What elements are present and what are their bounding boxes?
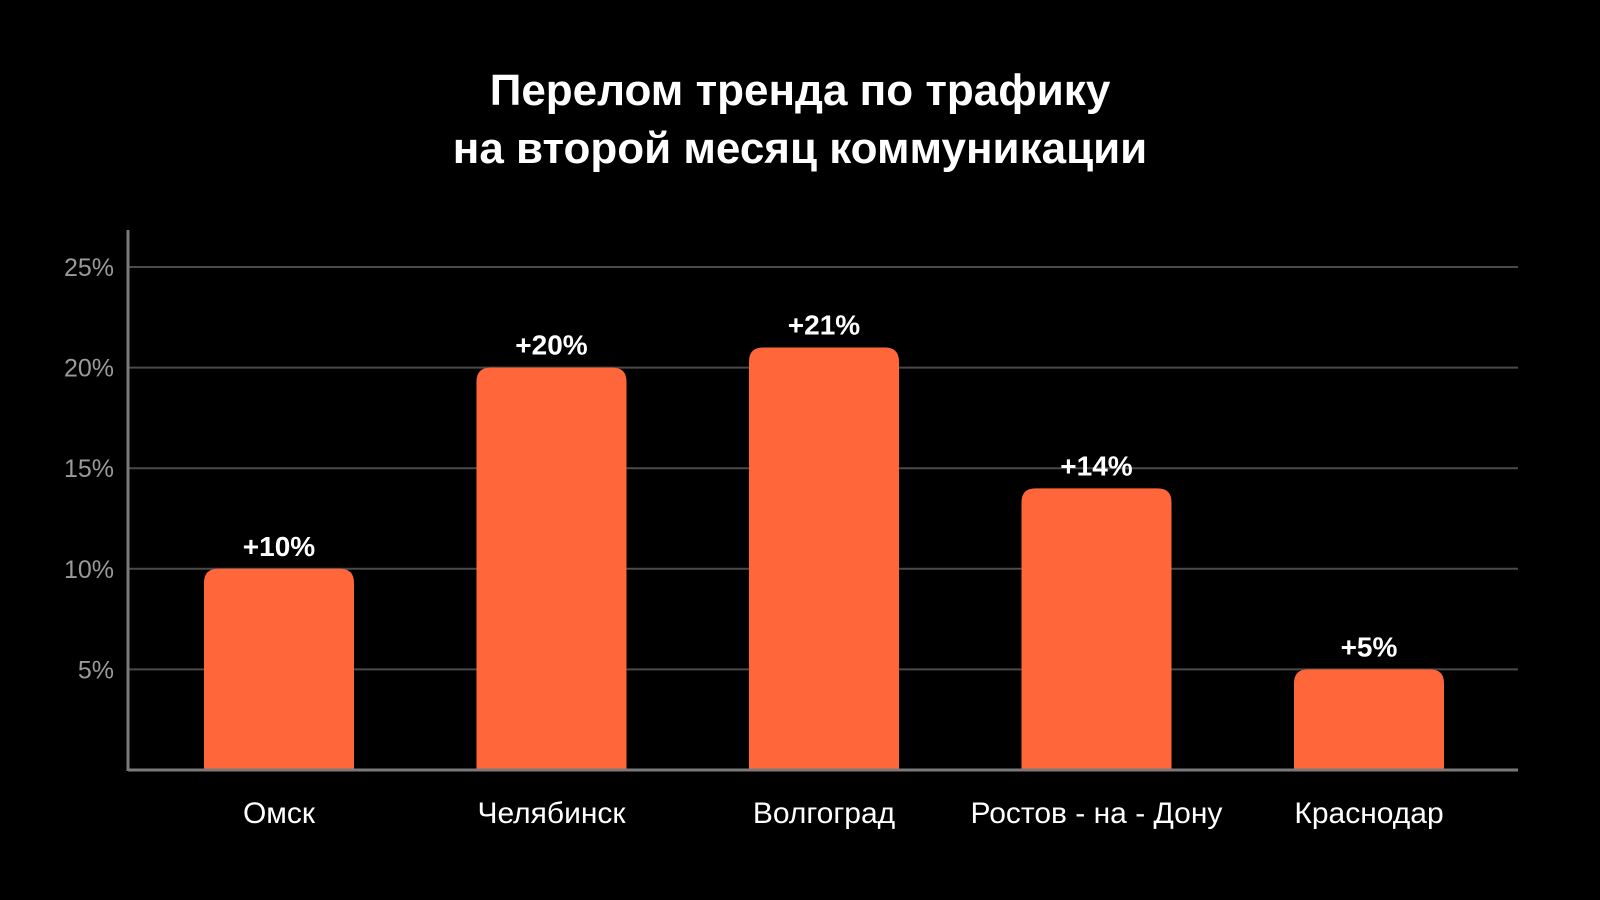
x-category-label: Челябинск	[477, 797, 626, 830]
bar-5	[1294, 669, 1444, 770]
y-tick-label: 5%	[78, 656, 114, 684]
chart-title-line-1: Перелом тренда по трафику	[489, 66, 1111, 115]
y-tick-label: 20%	[64, 355, 114, 383]
data-label: +10%	[243, 531, 315, 562]
bar-4	[1021, 488, 1172, 770]
chart-title-line-2: на второй месяц коммуникации	[452, 124, 1148, 173]
y-tick-label: 10%	[64, 556, 114, 584]
data-label: +14%	[1060, 450, 1132, 481]
y-tick-label: 15%	[64, 455, 114, 483]
x-category-label: Омск	[243, 797, 316, 830]
x-category-label: Краснодар	[1294, 797, 1443, 830]
data-label: +21%	[788, 309, 860, 340]
x-category-label: Волгоград	[753, 797, 895, 830]
bar-3	[749, 347, 899, 770]
x-category-label: Ростов - на - Дону	[971, 797, 1223, 830]
chart-title: Перелом тренда по трафику на второй меся…	[0, 62, 1600, 178]
data-label: +5%	[1341, 631, 1398, 662]
data-label: +20%	[515, 330, 587, 361]
bar-1	[204, 568, 354, 770]
bar-2	[476, 367, 627, 770]
y-tick-label: 25%	[64, 254, 114, 282]
